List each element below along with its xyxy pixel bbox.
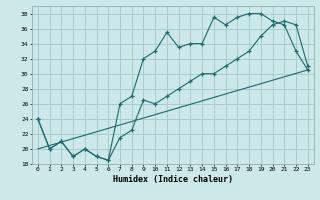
X-axis label: Humidex (Indice chaleur): Humidex (Indice chaleur) bbox=[113, 175, 233, 184]
